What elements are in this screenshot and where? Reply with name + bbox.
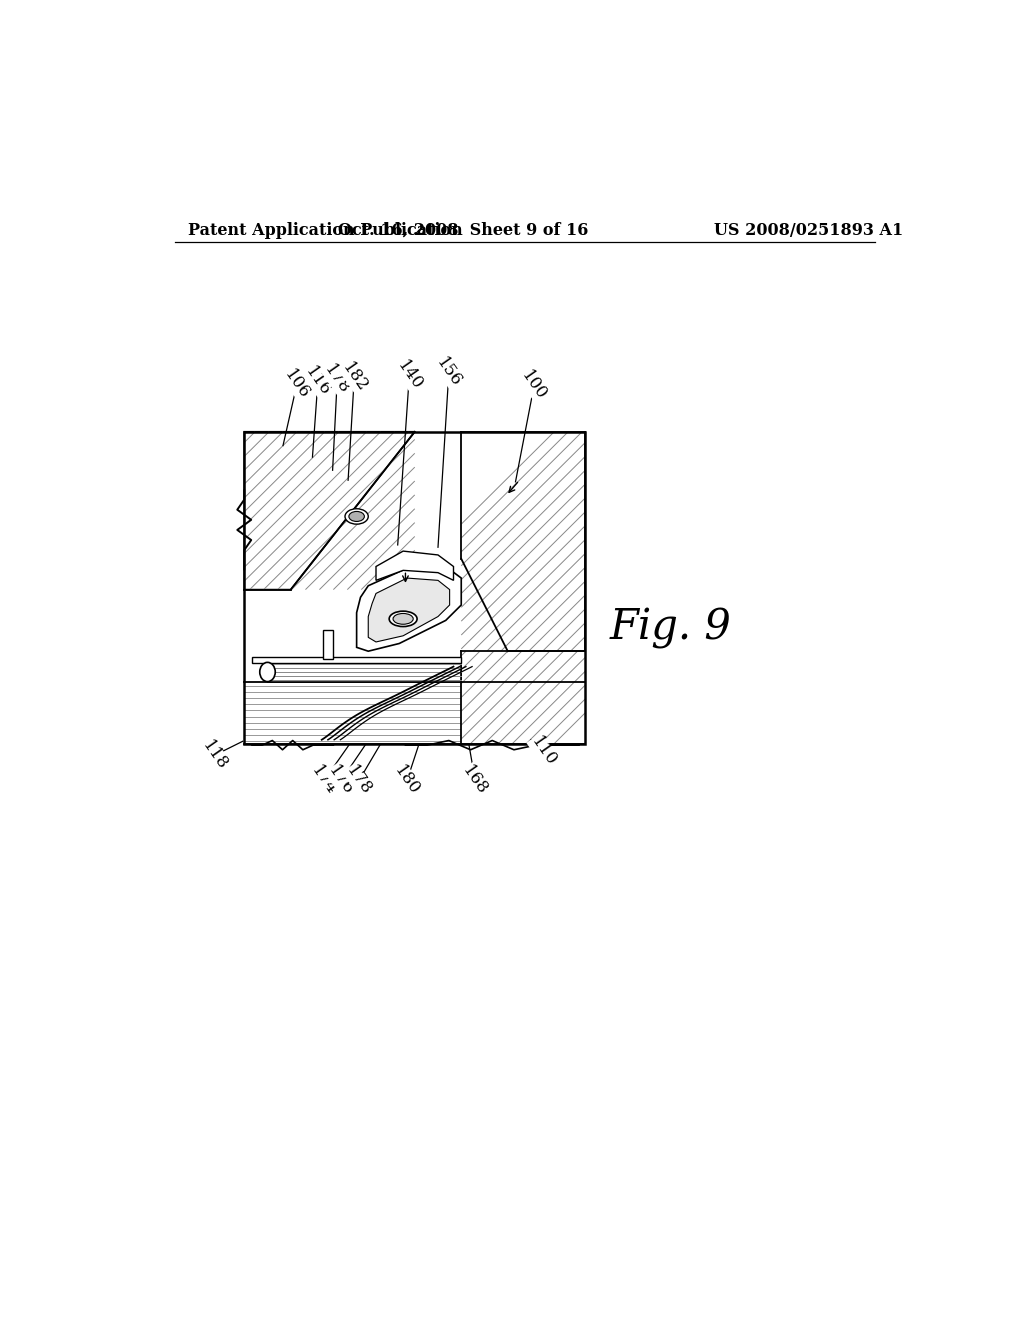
Text: Patent Application Publication: Patent Application Publication — [188, 222, 463, 239]
Text: Oct. 16, 2008  Sheet 9 of 16: Oct. 16, 2008 Sheet 9 of 16 — [338, 222, 588, 239]
Bar — [245, 432, 586, 743]
Polygon shape — [461, 432, 586, 651]
Ellipse shape — [260, 663, 275, 681]
Polygon shape — [245, 682, 586, 743]
Text: 174: 174 — [308, 763, 340, 799]
Ellipse shape — [345, 508, 369, 524]
Text: 106: 106 — [281, 366, 313, 401]
Polygon shape — [356, 566, 461, 651]
Text: 168: 168 — [459, 763, 492, 799]
Text: 156: 156 — [433, 355, 465, 391]
Ellipse shape — [349, 511, 365, 521]
Text: 178: 178 — [343, 763, 375, 799]
Bar — [245, 432, 586, 743]
Text: 140: 140 — [393, 358, 425, 393]
Polygon shape — [252, 657, 461, 663]
Text: 180: 180 — [391, 763, 423, 799]
Polygon shape — [267, 663, 461, 682]
Text: 100: 100 — [518, 367, 550, 404]
Polygon shape — [376, 552, 454, 581]
Ellipse shape — [393, 614, 414, 624]
Text: Fig. 9: Fig. 9 — [609, 607, 731, 649]
Text: 178: 178 — [322, 362, 353, 397]
Polygon shape — [245, 432, 415, 590]
Text: 118: 118 — [199, 737, 230, 774]
Text: 176: 176 — [325, 763, 357, 799]
Text: 182: 182 — [338, 359, 371, 395]
Text: 116: 116 — [302, 364, 334, 400]
Ellipse shape — [389, 611, 417, 627]
Text: 110: 110 — [527, 734, 559, 770]
Polygon shape — [324, 630, 334, 659]
Polygon shape — [461, 651, 586, 743]
Text: US 2008/0251893 A1: US 2008/0251893 A1 — [714, 222, 903, 239]
Polygon shape — [369, 578, 450, 642]
